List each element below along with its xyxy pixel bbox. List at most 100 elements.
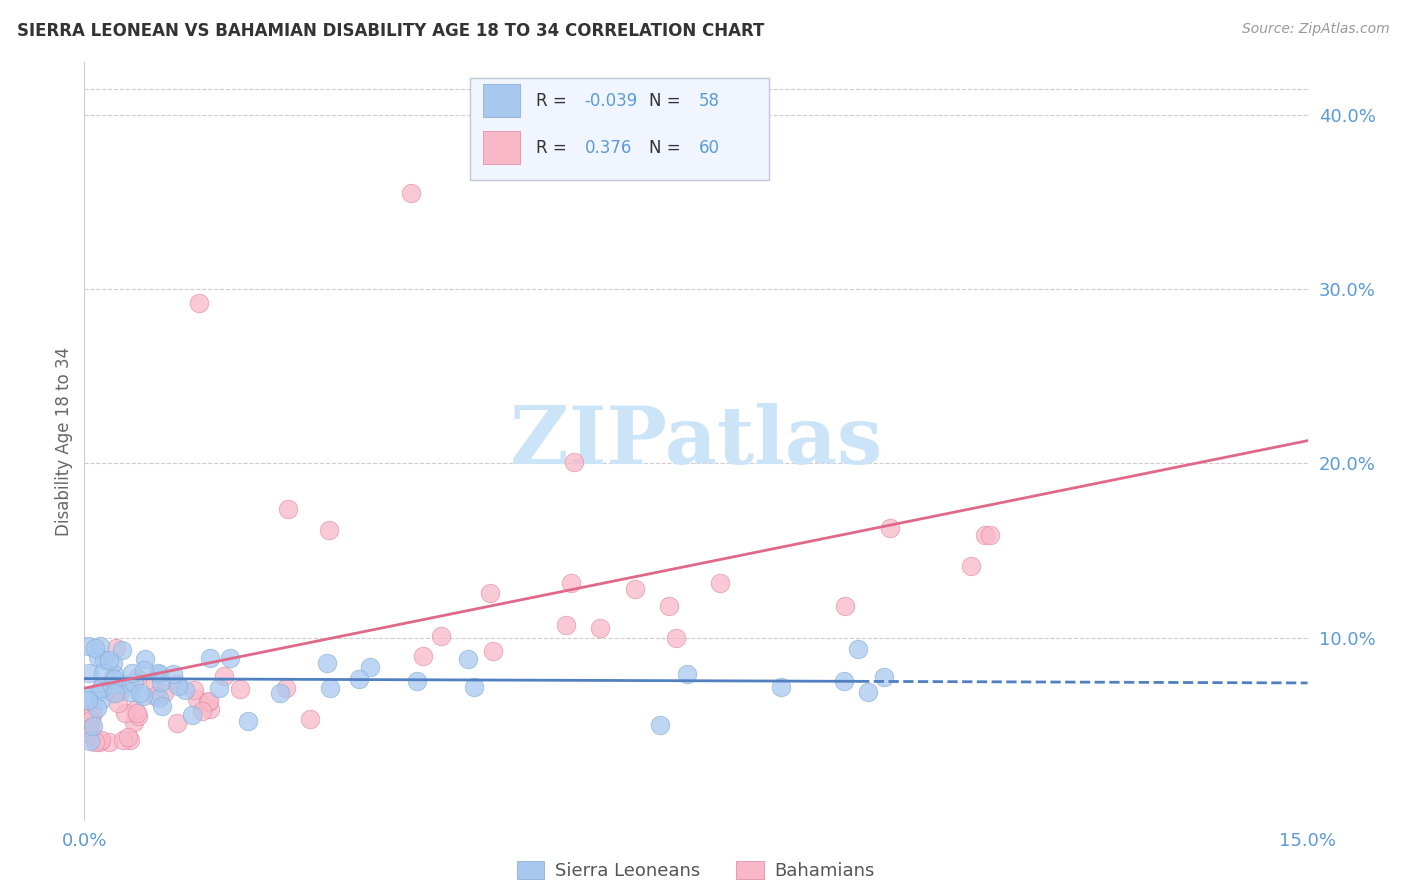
Point bbox=[482, 644, 505, 658]
Legend: Sierra Leoneans, Bahamians: Sierra Leoneans, Bahamians bbox=[510, 854, 882, 888]
Point bbox=[103, 672, 125, 686]
Text: 0.376: 0.376 bbox=[585, 138, 633, 157]
Point bbox=[90, 679, 112, 693]
Point bbox=[183, 683, 205, 698]
Point bbox=[79, 721, 101, 735]
Point bbox=[101, 686, 124, 700]
Point bbox=[269, 685, 291, 699]
Point bbox=[187, 296, 209, 310]
Point bbox=[112, 732, 135, 747]
Text: ZIPatlas: ZIPatlas bbox=[510, 402, 882, 481]
Point bbox=[132, 689, 155, 703]
Point bbox=[90, 693, 112, 707]
Point bbox=[832, 673, 855, 688]
Point bbox=[77, 666, 100, 681]
Point bbox=[198, 694, 221, 708]
Point bbox=[873, 670, 896, 684]
Point bbox=[359, 660, 381, 674]
Point bbox=[315, 656, 337, 670]
Point bbox=[89, 735, 111, 749]
Text: R =: R = bbox=[536, 92, 572, 110]
Point bbox=[107, 696, 129, 710]
Point bbox=[129, 686, 152, 700]
Point bbox=[127, 709, 149, 723]
Point bbox=[110, 643, 132, 657]
Point bbox=[111, 677, 134, 691]
Point bbox=[104, 640, 127, 655]
Point bbox=[238, 714, 260, 728]
Point bbox=[93, 653, 115, 667]
Text: 60: 60 bbox=[699, 138, 720, 157]
Point bbox=[212, 668, 235, 682]
Point bbox=[675, 667, 697, 681]
Point bbox=[134, 652, 156, 666]
Point bbox=[127, 706, 149, 721]
Point bbox=[190, 704, 212, 718]
Text: N =: N = bbox=[650, 92, 686, 110]
Point bbox=[150, 699, 173, 714]
Point bbox=[457, 652, 479, 666]
Point bbox=[879, 521, 901, 535]
Point bbox=[298, 713, 321, 727]
Point bbox=[658, 599, 681, 613]
Point bbox=[124, 703, 146, 717]
Point bbox=[979, 528, 1001, 542]
Text: Source: ZipAtlas.com: Source: ZipAtlas.com bbox=[1241, 22, 1389, 37]
Point bbox=[101, 678, 124, 692]
Point bbox=[104, 682, 127, 697]
Point bbox=[125, 671, 148, 685]
Point bbox=[103, 666, 125, 681]
Point bbox=[120, 732, 142, 747]
Point bbox=[198, 651, 221, 665]
Text: -0.039: -0.039 bbox=[585, 92, 638, 110]
Point bbox=[87, 684, 110, 698]
Point bbox=[856, 685, 879, 699]
Point bbox=[478, 585, 501, 599]
Point bbox=[101, 656, 124, 670]
Point bbox=[319, 681, 342, 695]
Point bbox=[589, 621, 612, 635]
Point bbox=[166, 677, 188, 691]
Point bbox=[143, 675, 166, 690]
Point bbox=[77, 640, 100, 654]
Text: N =: N = bbox=[650, 138, 686, 157]
Point bbox=[648, 718, 671, 732]
Point bbox=[277, 501, 299, 516]
Point bbox=[87, 650, 110, 665]
Point bbox=[834, 599, 856, 613]
Point bbox=[709, 575, 731, 590]
Point bbox=[82, 719, 104, 733]
Point bbox=[120, 685, 142, 699]
Point bbox=[90, 732, 112, 747]
Point bbox=[104, 686, 127, 700]
Point bbox=[562, 454, 585, 468]
Point bbox=[960, 559, 983, 574]
Text: R =: R = bbox=[536, 138, 572, 157]
Point bbox=[848, 642, 870, 657]
Point bbox=[143, 689, 166, 703]
Point bbox=[77, 690, 100, 704]
Point bbox=[84, 640, 107, 655]
Point bbox=[86, 701, 108, 715]
Point bbox=[121, 666, 143, 681]
Point bbox=[624, 582, 647, 596]
Point bbox=[228, 681, 250, 696]
Point bbox=[219, 650, 242, 665]
Point bbox=[167, 679, 190, 693]
Point bbox=[555, 617, 578, 632]
Point bbox=[114, 706, 136, 720]
Point bbox=[77, 692, 100, 706]
Point bbox=[153, 686, 176, 700]
Point bbox=[769, 680, 792, 694]
Point bbox=[180, 707, 202, 722]
Point bbox=[166, 715, 188, 730]
Text: SIERRA LEONEAN VS BAHAMIAN DISABILITY AGE 18 TO 34 CORRELATION CHART: SIERRA LEONEAN VS BAHAMIAN DISABILITY AG… bbox=[17, 22, 765, 40]
Point bbox=[108, 684, 131, 698]
Point bbox=[82, 706, 104, 721]
Y-axis label: Disability Age 18 to 34: Disability Age 18 to 34 bbox=[55, 347, 73, 536]
Point bbox=[79, 713, 101, 727]
Point bbox=[162, 666, 184, 681]
Point bbox=[90, 681, 112, 696]
Point bbox=[122, 714, 145, 729]
Point bbox=[134, 663, 156, 677]
